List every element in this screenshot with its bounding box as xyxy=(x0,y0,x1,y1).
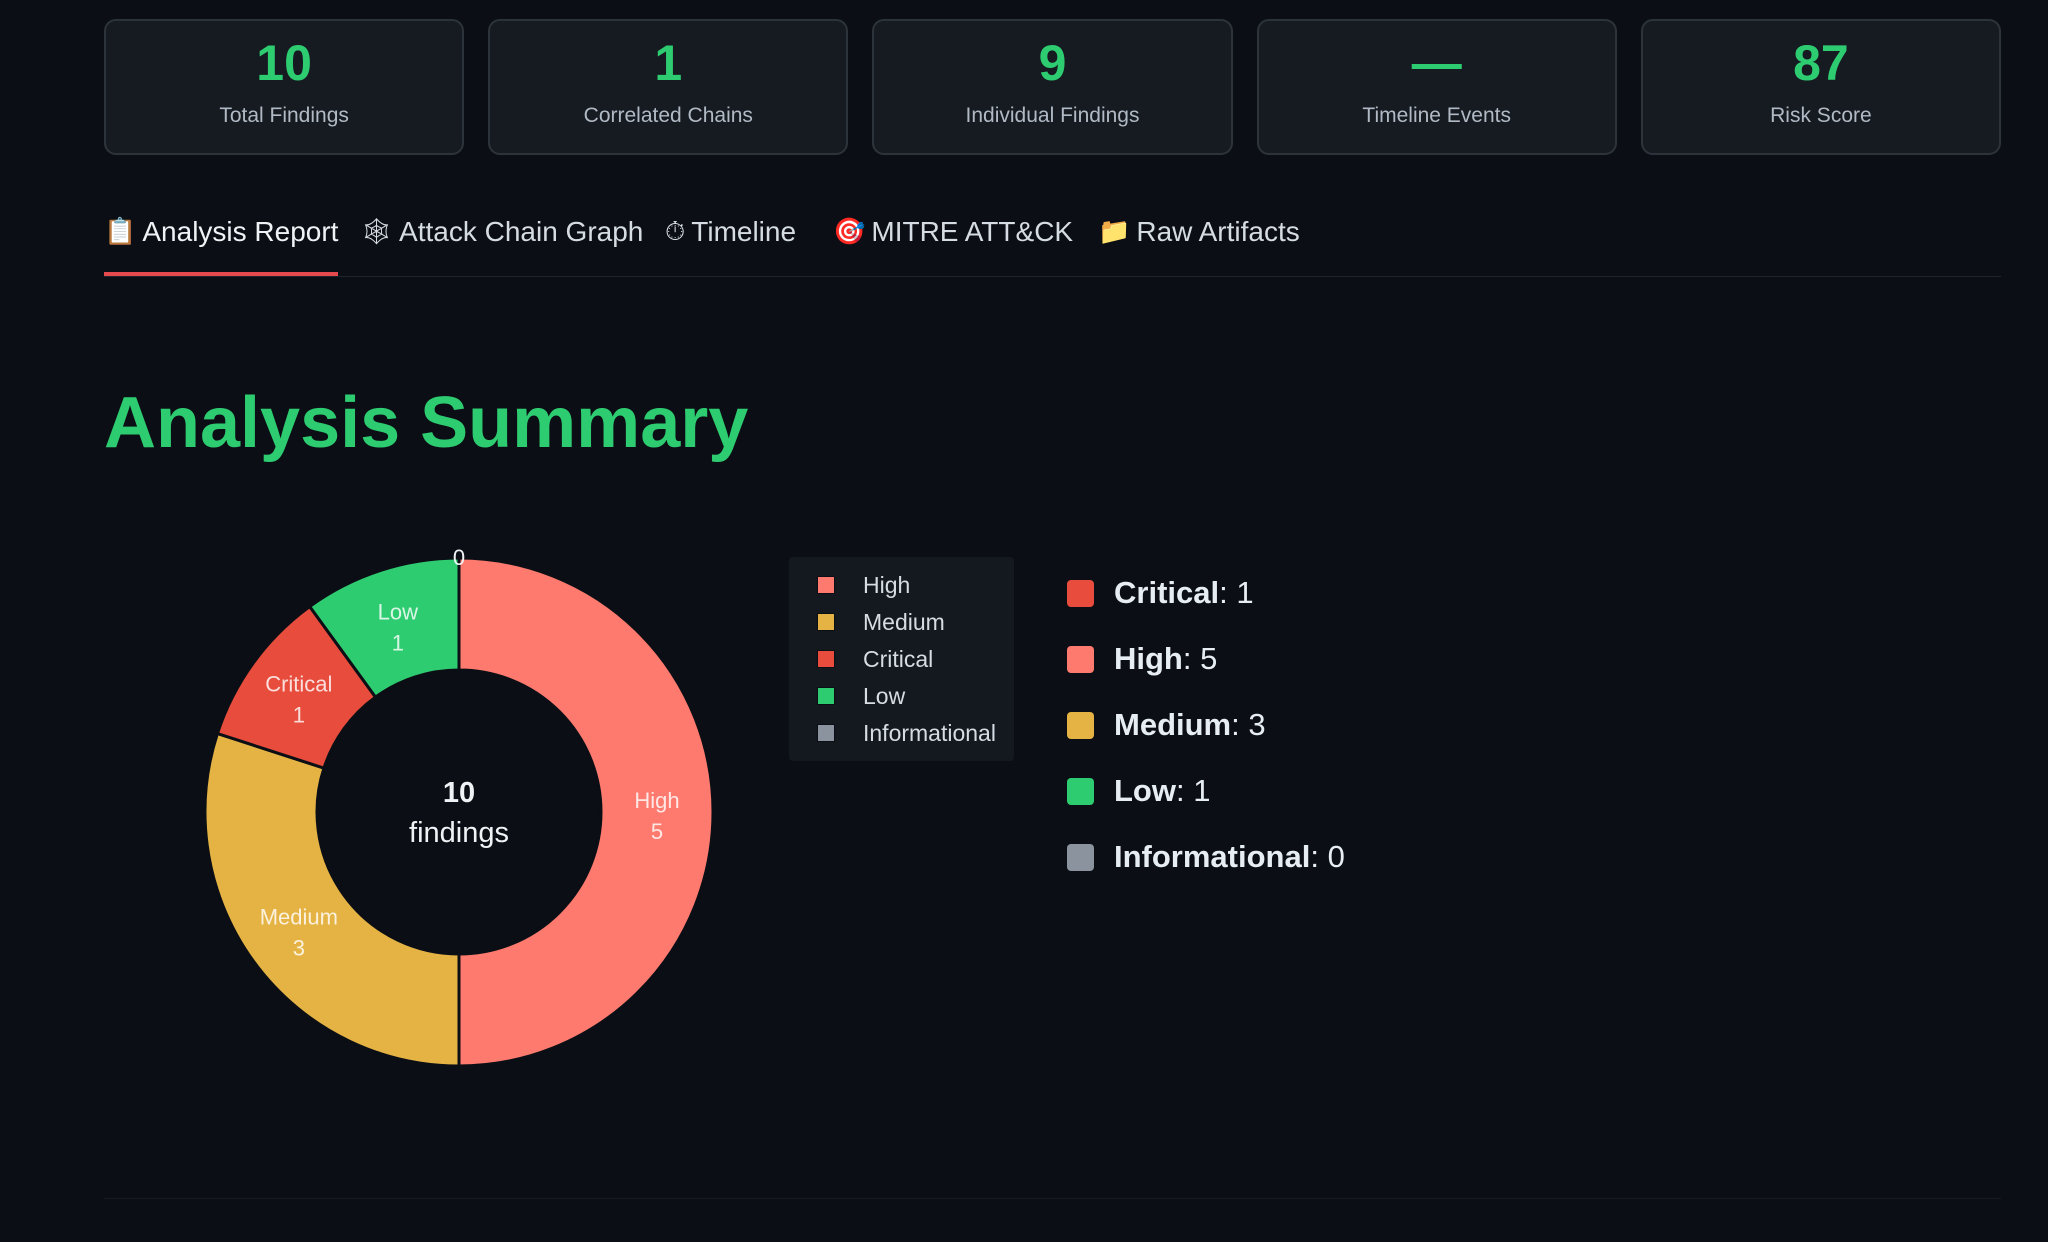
severity-count: : 5 xyxy=(1182,641,1218,676)
folder-icon: 📁 xyxy=(1098,216,1131,246)
severity-swatch xyxy=(1067,579,1094,607)
tab-bar: 📋 Analysis Report 🕸 Attack Chain Graph ⏱… xyxy=(104,210,2001,277)
tab-label: Analysis Report xyxy=(142,216,339,247)
stats-bar: 10 Total Findings 1 Correlated Chains 9 … xyxy=(104,19,2002,155)
stat-card-timeline-events: — Timeline Events xyxy=(1256,19,1617,155)
legend-swatch xyxy=(817,576,835,594)
legend-label: Medium xyxy=(863,608,945,635)
severity-swatch xyxy=(1067,711,1094,739)
severity-count: : 0 xyxy=(1310,839,1345,874)
stat-card-risk-score: 87 Risk Score xyxy=(1640,19,2002,155)
chart-legend: High Medium Critical Low Informational xyxy=(789,557,1014,761)
legend-swatch xyxy=(817,687,835,705)
severity-donut-chart: High5Medium3Critical1Low1Informational01… xyxy=(203,545,715,1068)
severity-list: Critical : 1 High : 5 Medium : 3 Low : 1… xyxy=(1067,560,1345,890)
stat-value: — xyxy=(1411,35,1462,91)
stat-label: Total Findings xyxy=(219,104,349,127)
legend-label: High xyxy=(863,571,911,598)
stat-label: Correlated Chains xyxy=(583,104,753,127)
tab-mitre-attack[interactable]: 🎯 MITRE ATT&CK xyxy=(833,210,1073,276)
slice-label-low: Low xyxy=(378,600,418,625)
severity-name: High xyxy=(1114,641,1183,676)
legend-item-medium[interactable]: Medium xyxy=(817,607,945,637)
stopwatch-icon: ⏱ xyxy=(665,216,686,246)
stat-card-total-findings: 10 Total Findings xyxy=(104,19,465,155)
slice-value-critical: 1 xyxy=(293,703,305,728)
tab-raw-artifacts[interactable]: 📁 Raw Artifacts xyxy=(1098,210,1300,276)
severity-swatch xyxy=(1067,843,1094,871)
slice-label-high: High xyxy=(634,788,679,813)
legend-label: Critical xyxy=(863,645,934,672)
tab-label: Raw Artifacts xyxy=(1136,216,1300,247)
stat-value: 9 xyxy=(1038,35,1067,91)
stat-label: Individual Findings xyxy=(965,104,1140,127)
slice-low[interactable] xyxy=(307,556,461,700)
severity-name: Low xyxy=(1114,773,1176,808)
legend-swatch xyxy=(817,650,835,668)
stat-value: 1 xyxy=(654,35,683,91)
slice-value-high: 5 xyxy=(651,819,663,844)
severity-item-high: High : 5 xyxy=(1067,626,1345,692)
target-icon: 🎯 xyxy=(833,216,866,246)
spider-web-icon: 🕸 xyxy=(360,216,394,246)
severity-item-medium: Medium : 3 xyxy=(1067,692,1345,758)
tab-label: Attack Chain Graph xyxy=(399,216,644,247)
stat-label: Risk Score xyxy=(1770,104,1872,127)
section-divider xyxy=(104,1198,2001,1199)
donut-center-value: 10 xyxy=(443,777,475,809)
tab-timeline[interactable]: ⏱ Timeline xyxy=(665,210,796,276)
slice-value-medium: 3 xyxy=(293,935,305,960)
stat-value: 10 xyxy=(256,35,312,91)
legend-swatch xyxy=(817,724,835,742)
severity-name: Critical xyxy=(1114,575,1220,610)
slice-label-critical: Critical xyxy=(265,672,332,697)
severity-name: Medium xyxy=(1114,707,1232,742)
severity-count: : 3 xyxy=(1231,707,1266,742)
tab-label: Timeline xyxy=(691,216,797,247)
clipboard-icon: 📋 xyxy=(104,216,137,246)
legend-label: Informational xyxy=(863,719,996,746)
severity-item-low: Low : 1 xyxy=(1067,758,1345,824)
severity-swatch xyxy=(1067,777,1094,805)
slice-value-informational: 0 xyxy=(453,545,465,570)
severity-swatch xyxy=(1067,645,1094,673)
stat-card-correlated-chains: 1 Correlated Chains xyxy=(488,19,849,155)
donut-center-label: findings xyxy=(409,817,509,849)
stat-card-individual-findings: 9 Individual Findings xyxy=(872,19,1233,155)
stat-value: 87 xyxy=(1793,35,1849,91)
slice-label-medium: Medium xyxy=(260,904,338,929)
legend-item-high[interactable]: High xyxy=(817,570,910,600)
slice-value-low: 1 xyxy=(392,631,404,656)
severity-item-critical: Critical : 1 xyxy=(1067,560,1345,626)
legend-item-low[interactable]: Low xyxy=(817,681,905,711)
tab-attack-chain-graph[interactable]: 🕸 Attack Chain Graph xyxy=(360,210,643,276)
severity-count: : 1 xyxy=(1176,773,1211,808)
severity-name: Informational xyxy=(1114,839,1311,874)
legend-item-critical[interactable]: Critical xyxy=(817,644,933,674)
legend-swatch xyxy=(817,613,835,631)
slice-high[interactable] xyxy=(457,556,715,1068)
stat-label: Timeline Events xyxy=(1362,104,1512,127)
tab-analysis-report[interactable]: 📋 Analysis Report xyxy=(104,210,339,276)
tab-label: MITRE ATT&CK xyxy=(871,216,1074,247)
severity-count: : 1 xyxy=(1219,575,1254,610)
legend-item-informational[interactable]: Informational xyxy=(817,718,996,748)
legend-label: Low xyxy=(863,682,906,709)
slice-medium[interactable] xyxy=(203,731,461,1068)
severity-item-informational: Informational : 0 xyxy=(1067,824,1345,890)
page-title: Analysis Summary xyxy=(104,383,749,463)
